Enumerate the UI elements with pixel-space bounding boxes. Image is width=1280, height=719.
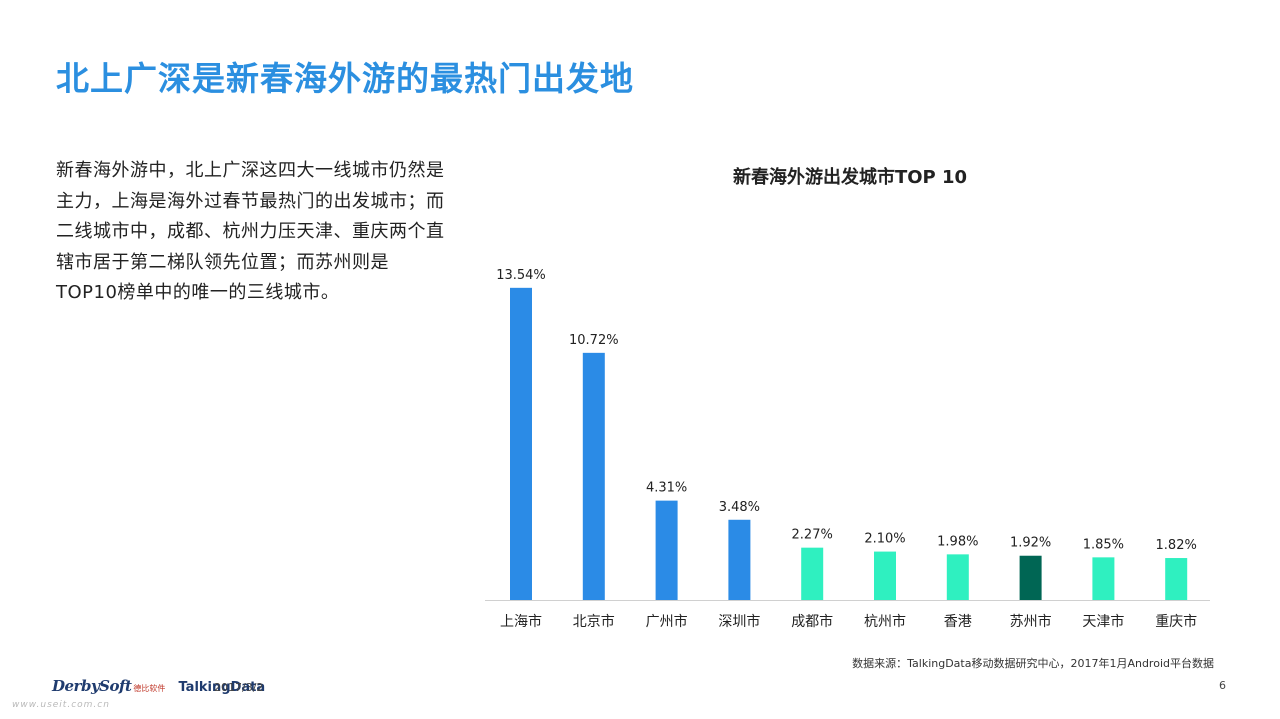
watermark: www.useit.com.cn <box>12 700 110 710</box>
talkingdata-logo: TalkingData <box>178 680 266 695</box>
bar-value-label: 3.48% <box>719 500 760 515</box>
data-source-note: 数据来源：TalkingData移动数据研究中心，2017年1月Android平… <box>852 657 1214 670</box>
bar-5 <box>801 547 824 600</box>
bar-value-label: 4.31% <box>646 481 687 496</box>
x-tick-label: 杭州市 <box>864 613 906 630</box>
bar-value-label: 2.10% <box>864 532 905 547</box>
bar-10 <box>1165 558 1188 600</box>
bar-value-label: 1.98% <box>937 534 978 549</box>
bar-value-label: 10.72% <box>569 333 619 348</box>
x-tick-label: 天津市 <box>1082 613 1124 630</box>
x-tick-label: 北京市 <box>573 613 615 630</box>
bar-chart: 13.54% 上海市 10.72% 北京市 4.31% 广州市 3.48% 深圳市 2.27% 成… <box>485 268 1210 630</box>
derbysoft-logo-subtext: 德比软件 <box>133 684 166 693</box>
bar-value-label: 1.85% <box>1083 537 1124 552</box>
summary-paragraph: 新春海外游中，北上广深这四大一线城市仍然是主力，上海是海外过春节最热门的出发城市… <box>56 160 445 303</box>
page-title: 北上广深是新春海外游的最热门出发地 <box>56 59 634 98</box>
x-tick-label: 上海市 <box>500 613 542 630</box>
bar-value-label: 2.27% <box>792 528 833 543</box>
bar-9 <box>1092 557 1115 600</box>
bar-7 <box>946 554 969 600</box>
bar-value-label: 1.92% <box>1010 536 1051 551</box>
footer-logos: DerbySoft 德比软件 TalkingData <box>52 676 266 695</box>
x-tick-label: 深圳市 <box>718 613 760 630</box>
x-tick-label: 重庆市 <box>1155 613 1197 630</box>
bar-2 <box>582 352 605 600</box>
bar-4 <box>728 519 751 600</box>
page-number: 6 <box>1219 679 1226 692</box>
x-tick-label: 苏州市 <box>1010 613 1052 630</box>
bar-value-label: 1.82% <box>1156 538 1197 553</box>
bar-6 <box>874 551 896 600</box>
bar-8 <box>1019 555 1042 600</box>
bar-1 <box>510 287 532 600</box>
bar-value-label: 13.54% <box>496 268 546 283</box>
x-tick-label: 成都市 <box>791 613 833 630</box>
footer-date: 2017/3/2 <box>214 681 264 694</box>
derbysoft-logo: DerbySoft <box>52 677 132 695</box>
chart-title: 新春海外游出发城市TOP 10 <box>732 167 968 188</box>
bar-3 <box>655 500 678 600</box>
x-tick-label: 香港 <box>944 614 972 630</box>
x-tick-label: 广州市 <box>646 613 688 630</box>
